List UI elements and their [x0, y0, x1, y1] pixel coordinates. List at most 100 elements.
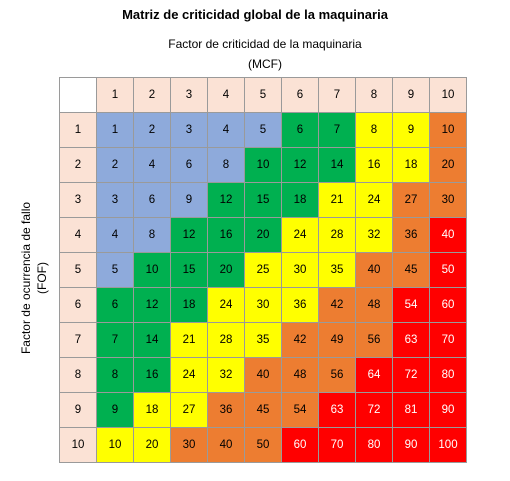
x-tick-label: 3: [170, 77, 208, 113]
matrix-row: 6 6 12 18 24 30 36 42 48 54 60: [59, 287, 467, 323]
matrix-cell: 56: [355, 322, 393, 358]
matrix-cell: 60: [281, 427, 319, 463]
matrix-cell: 12: [207, 182, 245, 218]
matrix-cell: 7: [96, 322, 134, 358]
matrix-cell: 42: [318, 287, 356, 323]
matrix-cell: 70: [429, 322, 467, 358]
matrix-cell: 50: [244, 427, 282, 463]
matrix-cell: 64: [355, 357, 393, 393]
matrix-row: 4 4 8 12 16 20 24 28 32 36 40: [59, 217, 467, 253]
matrix-cell: 72: [355, 392, 393, 428]
matrix-row: 5 5 10 15 20 25 30 35 40 45 50: [59, 252, 467, 288]
x-tick-label: 9: [392, 77, 430, 113]
y-axis-label: Factor de ocurrencia de fallo: [19, 201, 33, 355]
matrix-cell: 8: [133, 217, 171, 253]
matrix-cell: 8: [355, 112, 393, 148]
matrix-cell: 60: [429, 287, 467, 323]
matrix-cell: 18: [170, 287, 208, 323]
matrix-cell: 36: [392, 217, 430, 253]
x-axis-label: Factor de criticidad de la maquinaria: [168, 37, 362, 51]
matrix-cell: 80: [429, 357, 467, 393]
matrix-cell: 24: [281, 217, 319, 253]
matrix-row: 2 2 4 6 8 10 12 14 16 18 20: [59, 147, 467, 183]
matrix-row: 1 1 2 3 4 5 6 7 8 9 10: [59, 112, 467, 148]
matrix-cell: 45: [392, 252, 430, 288]
matrix-cell: 12: [281, 147, 319, 183]
matrix-cell: 48: [355, 287, 393, 323]
y-tick-label: 8: [59, 357, 97, 393]
matrix-cell: 24: [207, 287, 245, 323]
y-axis-abbreviation: (FOF): [35, 262, 49, 294]
y-tick-label: 10: [59, 427, 97, 463]
matrix-cell: 6: [96, 287, 134, 323]
x-tick-label: 8: [355, 77, 393, 113]
criticality-matrix: 1 2 3 4 5 6 7 8 9 10 1 1 2 3 4 5 6 7 8 9 10 2 2 4 6 8 10 12 14 16 18 20…: [59, 77, 467, 463]
matrix-cell: 90: [392, 427, 430, 463]
matrix-cell: 54: [392, 287, 430, 323]
matrix-cell: 20: [244, 217, 282, 253]
matrix-cell: 7: [318, 112, 356, 148]
matrix-cell: 1: [96, 112, 134, 148]
matrix-cell: 63: [318, 392, 356, 428]
matrix-cell: 3: [170, 112, 208, 148]
matrix-cell: 5: [96, 252, 134, 288]
matrix-cell: 70: [318, 427, 356, 463]
matrix-cell: 16: [207, 217, 245, 253]
matrix-cell: 18: [133, 392, 171, 428]
matrix-cell: 81: [392, 392, 430, 428]
chart-title: Matriz de criticidad global de la maquin…: [122, 7, 388, 22]
matrix-cell: 9: [170, 182, 208, 218]
matrix-cell: 15: [244, 182, 282, 218]
matrix-cell: 10: [244, 147, 282, 183]
matrix-cell: 3: [96, 182, 134, 218]
matrix-cell: 2: [96, 147, 134, 183]
matrix-cell: 12: [170, 217, 208, 253]
matrix-cell: 28: [318, 217, 356, 253]
y-tick-label: 5: [59, 252, 97, 288]
x-tick-label: 7: [318, 77, 356, 113]
y-tick-label: 7: [59, 322, 97, 358]
matrix-cell: 15: [170, 252, 208, 288]
matrix-row: 9 9 18 27 36 45 54 63 72 81 90: [59, 392, 467, 428]
header-row: 1 2 3 4 5 6 7 8 9 10: [59, 77, 467, 113]
matrix-cell: 50: [429, 252, 467, 288]
matrix-cell: 4: [96, 217, 134, 253]
matrix-cell: 48: [281, 357, 319, 393]
matrix-cell: 24: [170, 357, 208, 393]
matrix-cell: 32: [207, 357, 245, 393]
matrix-cell: 30: [170, 427, 208, 463]
matrix-cell: 100: [429, 427, 467, 463]
matrix-cell: 49: [318, 322, 356, 358]
matrix-cell: 16: [133, 357, 171, 393]
y-tick-label: 2: [59, 147, 97, 183]
matrix-row: 8 8 16 24 32 40 48 56 64 72 80: [59, 357, 467, 393]
matrix-cell: 18: [281, 182, 319, 218]
matrix-cell: 80: [355, 427, 393, 463]
matrix-cell: 30: [429, 182, 467, 218]
matrix-row: 3 3 6 9 12 15 18 21 24 27 30: [59, 182, 467, 218]
y-tick-label: 1: [59, 112, 97, 148]
matrix-cell: 56: [318, 357, 356, 393]
matrix-cell: 10: [429, 112, 467, 148]
matrix-cell: 21: [170, 322, 208, 358]
matrix-cell: 24: [355, 182, 393, 218]
x-tick-label: 2: [133, 77, 171, 113]
matrix-cell: 14: [133, 322, 171, 358]
matrix-cell: 30: [244, 287, 282, 323]
matrix-cell: 6: [133, 182, 171, 218]
y-tick-label: 9: [59, 392, 97, 428]
matrix-cell: 10: [133, 252, 171, 288]
matrix-cell: 9: [96, 392, 134, 428]
x-tick-label: 1: [96, 77, 134, 113]
matrix-cell: 40: [429, 217, 467, 253]
matrix-cell: 40: [207, 427, 245, 463]
matrix-cell: 36: [207, 392, 245, 428]
matrix-cell: 35: [244, 322, 282, 358]
matrix-cell: 9: [392, 112, 430, 148]
matrix-cell: 2: [133, 112, 171, 148]
matrix-cell: 20: [429, 147, 467, 183]
matrix-cell: 30: [281, 252, 319, 288]
matrix-cell: 4: [133, 147, 171, 183]
matrix-cell: 12: [133, 287, 171, 323]
matrix-cell: 40: [244, 357, 282, 393]
